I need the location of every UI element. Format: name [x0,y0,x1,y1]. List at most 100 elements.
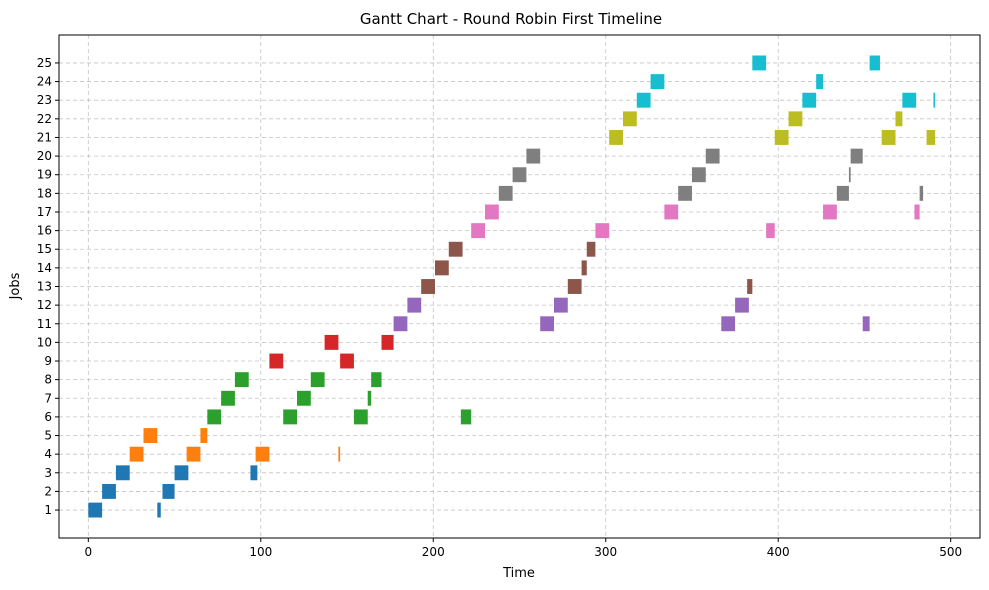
job-1-segment [88,502,103,518]
y-tick-label: 5 [44,429,52,443]
x-tick-label: 100 [249,545,272,559]
job-20-segment [850,148,863,164]
job-3-segment [174,465,189,481]
job-1-segment [157,502,161,518]
job-12-segment [553,297,568,313]
job-24-segment [650,74,665,90]
y-tick-label: 23 [37,93,52,107]
job-7-segment [221,390,235,406]
job-5-segment [143,428,158,443]
job-19-segment [848,167,851,183]
job-24-segment [816,74,824,90]
job-11-segment [721,316,736,332]
job-2-segment [102,483,116,499]
job-12-segment [735,297,749,313]
y-tick-label: 3 [44,466,52,480]
y-axis-label: Jobs [8,272,23,300]
x-tick-label: 400 [767,545,790,559]
job-4-segment [255,446,270,462]
job-21-segment [774,130,789,145]
y-tick-label: 16 [37,224,52,238]
job-17-segment [914,204,920,220]
job-3-segment [115,465,130,481]
job-11-segment [862,316,870,332]
x-tick-label: 300 [594,545,617,559]
job-21-segment [926,130,936,145]
job-10-segment [381,334,394,350]
job-20-segment [705,148,720,164]
bars-layer [88,55,936,518]
job-4-segment [129,446,144,462]
job-4-segment [186,446,201,462]
job-25-segment [752,55,767,71]
plot-frame [58,34,981,539]
job-2-segment [162,483,175,499]
y-tick-label: 15 [37,242,52,256]
y-tick-label: 14 [37,261,52,275]
job-12-segment [407,297,422,313]
x-axis-label: Time [502,566,535,581]
y-tick-label: 21 [37,130,52,144]
job-6-segment [283,409,298,425]
chart-title: Gantt Chart - Round Robin First Timeline [360,10,662,28]
job-16-segment [471,223,486,239]
y-tick-label: 9 [44,354,52,368]
job-23-segment [802,92,817,108]
y-tick-label: 24 [37,75,52,89]
job-19-segment [691,167,706,183]
job-6-segment [207,409,222,425]
job-11-segment [393,316,408,332]
job-16-segment [766,223,775,239]
y-tick-label: 25 [37,56,52,70]
job-23-segment [902,92,917,108]
job-21-segment [609,130,623,145]
job-18-segment [498,185,513,201]
y-axis: 1234567891011121314151617181920212223242… [37,56,59,517]
job-17-segment [485,204,499,220]
x-tick-label: 500 [939,545,962,559]
x-tick-label: 200 [422,545,445,559]
job-8-segment [234,372,249,388]
job-17-segment [664,204,679,220]
job-7-segment [367,390,372,406]
job-19-segment [512,167,527,183]
job-15-segment [586,241,596,257]
job-13-segment [567,279,582,294]
job-18-segment [678,185,692,201]
job-6-segment [353,409,368,425]
job-22-segment [895,111,903,127]
x-axis: 0 100 200 300 400 500 [84,538,962,559]
job-22-segment [788,111,803,127]
y-tick-label: 2 [44,484,52,498]
job-6-segment [460,409,472,425]
job-9-segment [269,353,284,369]
job-5-segment [200,428,208,443]
y-tick-label: 19 [37,168,52,182]
job-14-segment [434,260,449,276]
job-13-segment [747,279,753,294]
job-16-segment [595,223,610,239]
grid-layer [59,35,980,538]
job-23-segment [933,92,936,108]
job-21-segment [881,130,896,145]
y-tick-label: 12 [37,298,52,312]
y-tick-label: 20 [37,149,52,163]
job-17-segment [823,204,837,220]
y-tick-label: 7 [44,391,52,405]
y-tick-label: 17 [37,205,52,219]
job-9-segment [340,353,354,369]
job-13-segment [421,279,435,294]
job-18-segment [919,185,924,201]
y-tick-label: 22 [37,112,52,126]
job-18-segment [836,185,849,201]
y-tick-label: 10 [37,335,52,349]
y-tick-label: 6 [44,410,52,424]
y-tick-label: 13 [37,280,52,294]
job-8-segment [371,372,382,388]
y-tick-label: 4 [44,447,52,461]
y-tick-label: 18 [37,186,52,200]
y-tick-label: 11 [37,317,52,331]
job-25-segment [869,55,880,71]
y-tick-label: 1 [44,503,52,517]
